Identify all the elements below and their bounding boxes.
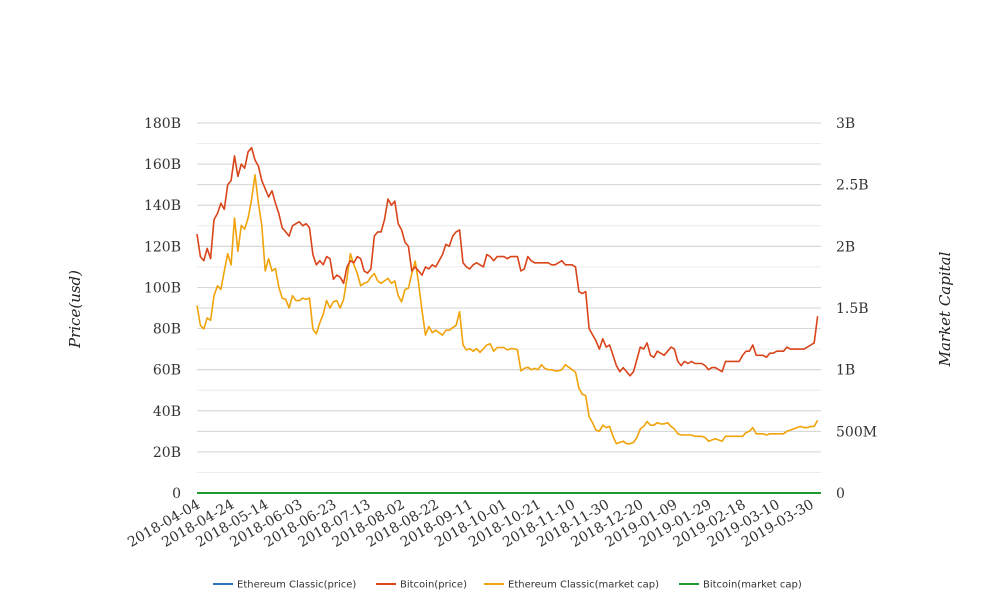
legend-label: Ethereum Classic(market cap) [508,580,659,591]
y-axis-right-title: Market Capital [936,251,954,367]
y-tick-label-left: 100B [144,280,181,296]
legend-item: Ethereum Classic(market cap) [484,580,659,591]
y-tick-label-left: 40B [153,404,181,420]
y-tick-label-left: 180B [144,116,181,132]
series-line [196,146,819,377]
legend-item: Ethereum Classic(price) [213,580,356,591]
y-axis-left-title: Price(usd) [66,270,84,349]
legend-item: Bitcoin(market cap) [679,580,802,591]
legend: Ethereum Classic(price) Bitcoin(price) Eth… [213,580,802,591]
series-line [196,174,819,445]
series-lines [196,146,821,494]
y-tick-label-right: 500M [836,424,877,440]
right-y-axis-ticks: 0 500M 1B 1.5B 2B 2.5B 3B [836,116,877,502]
y-tick-label-right: 1B [836,363,855,379]
y-tick-label-right: 3B [836,116,855,132]
legend-item: Bitcoin(price) [376,580,467,591]
left-y-axis-ticks: 0 20B 40B 60B 80B 100B 120B 140B 160B 180B [144,116,181,502]
y-tick-label-left: 60B [153,363,181,379]
gridlines [197,122,821,494]
y-tick-label-right: 1.5B [836,301,869,317]
legend-label: Bitcoin(price) [400,580,467,591]
y-tick-label-left: 20B [153,445,181,461]
y-tick-label-left: 160B [144,157,181,173]
x-axis-ticks: 2018-04-042018-04-242018-05-142018-06-03… [125,497,817,551]
y-tick-label-right: 2.5B [836,178,869,194]
y-tick-label-right: 0 [836,486,845,502]
y-tick-label-left: 140B [144,198,181,214]
legend-label: Bitcoin(market cap) [703,580,802,591]
y-tick-label-left: 0 [172,486,181,502]
legend-label: Ethereum Classic(price) [237,580,356,591]
y-tick-label-left: 120B [144,239,181,255]
y-tick-label-right: 2B [836,239,855,255]
y-tick-label-left: 80B [153,322,181,338]
